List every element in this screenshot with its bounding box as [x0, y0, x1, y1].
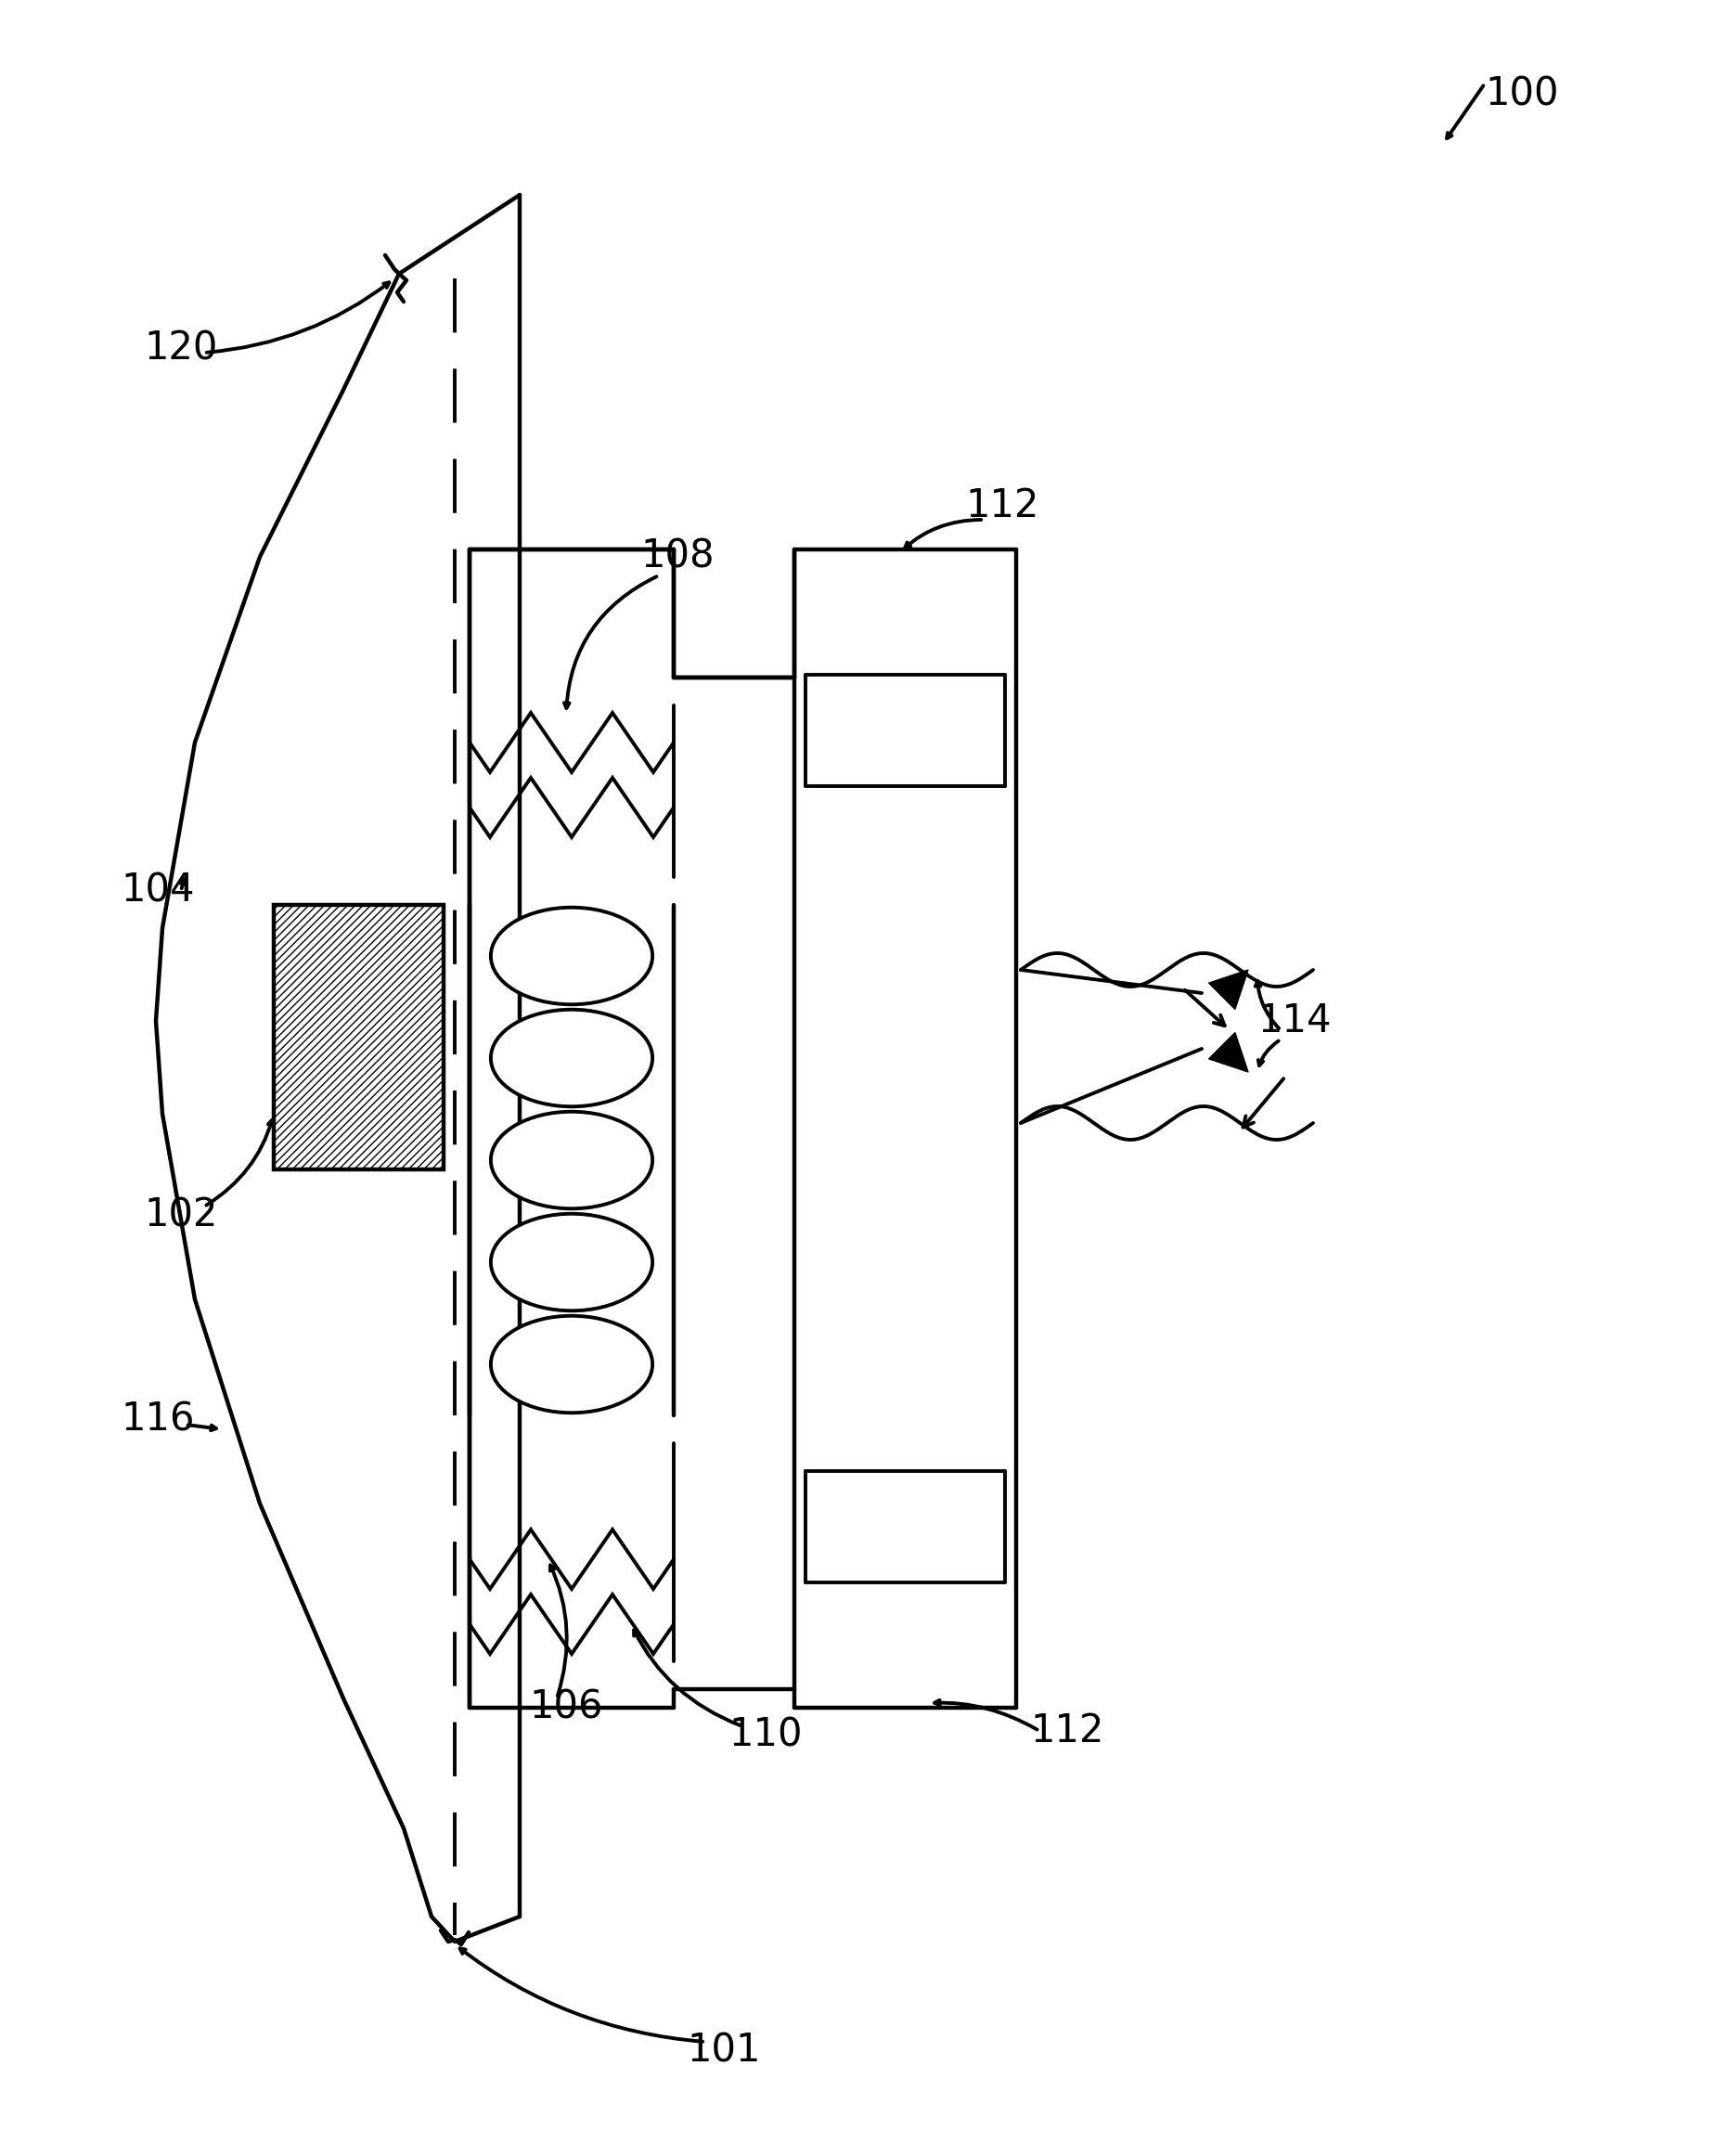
Text: 106: 106 [530, 1688, 603, 1727]
Bar [274, 906, 444, 1169]
Text: 112: 112 [1030, 1712, 1104, 1751]
Text: 116: 116 [120, 1401, 194, 1440]
Ellipse shape [490, 1214, 653, 1311]
Text: 102: 102 [144, 1197, 218, 1235]
Text: 120: 120 [144, 328, 218, 367]
Text: 108: 108 [641, 537, 715, 576]
Text: 100: 100 [1484, 73, 1558, 114]
Text: 114: 114 [1258, 1000, 1332, 1041]
Text: 104: 104 [120, 871, 194, 910]
Polygon shape [1208, 1033, 1248, 1072]
Text: 112: 112 [965, 487, 1039, 526]
Ellipse shape [490, 908, 653, 1005]
Text: 110: 110 [728, 1716, 802, 1755]
Ellipse shape [490, 1009, 653, 1106]
Text: 101: 101 [687, 2031, 761, 2070]
Bar [274, 906, 444, 1169]
Polygon shape [1208, 970, 1248, 1009]
Ellipse shape [490, 1315, 653, 1412]
Ellipse shape [490, 1112, 653, 1210]
